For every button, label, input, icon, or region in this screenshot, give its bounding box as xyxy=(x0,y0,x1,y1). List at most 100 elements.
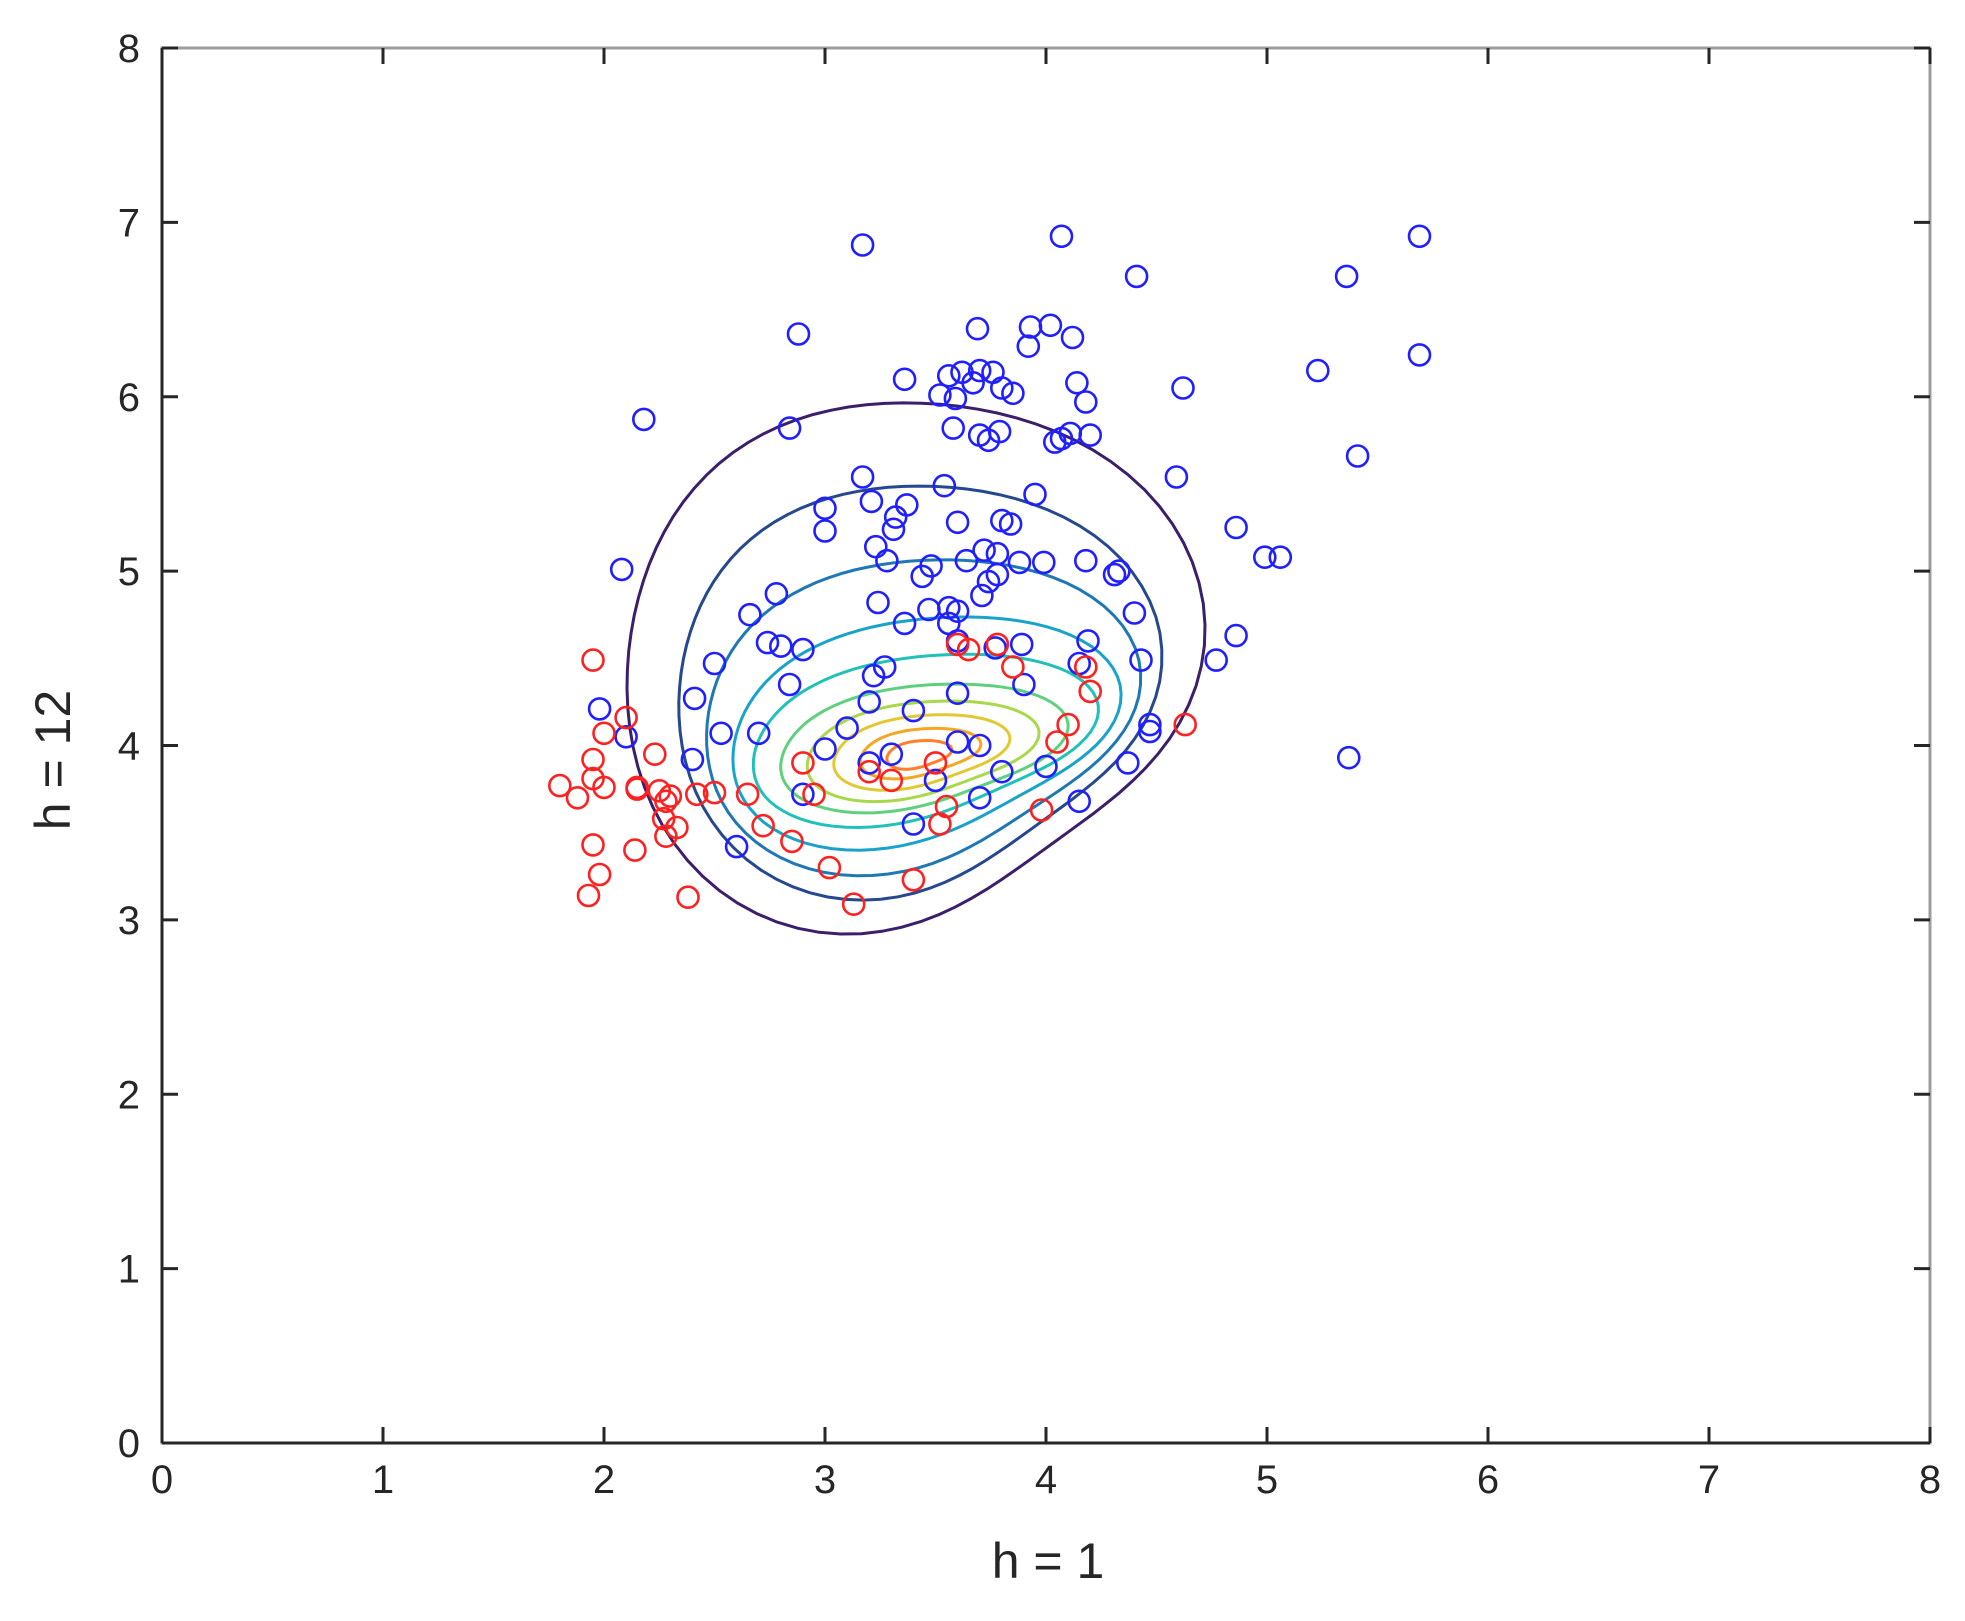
data-point xyxy=(928,383,952,407)
data-point xyxy=(1224,515,1248,540)
data-point xyxy=(881,517,906,542)
y-tick-label: 6 xyxy=(118,376,140,420)
data-point xyxy=(1034,754,1058,779)
data-point xyxy=(970,583,994,608)
x-tick-label: 8 xyxy=(1919,1458,1941,1502)
data-point xyxy=(1032,550,1056,575)
data-point xyxy=(592,775,616,800)
x-tick-label: 7 xyxy=(1698,1458,1720,1502)
y-tick-label: 4 xyxy=(118,725,140,769)
data-point xyxy=(936,363,961,388)
data-point xyxy=(857,690,882,714)
contour-level-5 xyxy=(751,652,1100,830)
data-point xyxy=(967,358,992,383)
data-point xyxy=(676,885,700,910)
data-point xyxy=(791,637,815,662)
data-point xyxy=(1056,712,1080,737)
data-point xyxy=(901,867,926,892)
data-point xyxy=(857,751,882,775)
data-point xyxy=(945,730,970,754)
data-point xyxy=(1060,325,1085,350)
data-point xyxy=(576,883,601,908)
x-tick-label: 1 xyxy=(372,1458,394,1502)
data-point xyxy=(892,611,917,636)
data-point xyxy=(581,648,605,672)
data-point xyxy=(813,737,837,761)
data-point xyxy=(850,233,875,257)
data-point xyxy=(777,416,802,440)
data-point xyxy=(901,812,926,836)
data-point xyxy=(642,742,667,767)
data-point xyxy=(989,759,1014,784)
data-point xyxy=(923,768,948,793)
contour-level-1 xyxy=(625,401,1207,936)
data-point xyxy=(658,784,683,808)
data-point xyxy=(1253,545,1277,570)
data-point xyxy=(1138,712,1162,737)
data-point xyxy=(961,370,985,395)
data-point xyxy=(1268,545,1293,570)
data-point xyxy=(945,681,970,706)
data-point xyxy=(709,721,733,746)
data-point xyxy=(875,548,899,573)
data-point xyxy=(976,569,1001,594)
data-point xyxy=(1065,370,1089,395)
data-point xyxy=(1007,550,1032,575)
data-point xyxy=(1138,719,1162,744)
data-point xyxy=(892,367,917,392)
data-point xyxy=(985,632,1010,657)
data-point xyxy=(724,834,749,859)
data-point xyxy=(625,777,649,801)
x-tick-label: 3 xyxy=(814,1458,836,1502)
data-point xyxy=(791,782,815,807)
data-point xyxy=(1038,313,1063,338)
data-point xyxy=(702,651,727,676)
data-point xyxy=(791,751,815,775)
data-point xyxy=(941,416,966,440)
data-point xyxy=(1122,601,1147,625)
data-point xyxy=(976,428,1001,453)
data-point xyxy=(746,721,771,746)
data-point xyxy=(1067,789,1091,814)
data-point xyxy=(983,636,1008,660)
x-axis-label: h = 1 xyxy=(992,1533,1105,1589)
data-point xyxy=(777,672,802,697)
data-point xyxy=(967,785,992,810)
data-point xyxy=(609,557,634,582)
data-point xyxy=(1049,224,1074,249)
data-point xyxy=(857,759,882,784)
data-point xyxy=(813,496,837,521)
data-point xyxy=(850,465,875,489)
data-point xyxy=(1107,559,1131,583)
data-point xyxy=(1001,381,1025,406)
data-point xyxy=(1124,264,1149,289)
data-point xyxy=(614,724,638,749)
y-tick-label: 8 xyxy=(118,27,140,71)
data-point xyxy=(587,862,612,887)
data-point xyxy=(1306,358,1330,383)
data-point xyxy=(917,597,941,622)
y-tick-label: 1 xyxy=(118,1248,140,1292)
data-point xyxy=(1116,751,1140,775)
data-point xyxy=(1045,730,1069,754)
data-point xyxy=(654,824,678,849)
data-point xyxy=(998,512,1023,536)
y-tick-label: 5 xyxy=(118,550,140,594)
y-tick-label: 2 xyxy=(118,1073,140,1117)
data-point xyxy=(647,778,672,803)
contour-level-2 xyxy=(677,484,1164,902)
data-point xyxy=(923,751,948,775)
data-point xyxy=(651,806,676,831)
data-point xyxy=(879,742,904,767)
data-point xyxy=(631,407,656,432)
series-2 xyxy=(547,632,1197,917)
data-point xyxy=(1074,548,1098,573)
data-point xyxy=(581,747,605,772)
data-point xyxy=(1016,334,1041,359)
data-point xyxy=(684,782,709,807)
data-point xyxy=(945,599,970,624)
data-point xyxy=(1337,745,1361,770)
data-point xyxy=(989,376,1014,400)
data-point xyxy=(680,747,705,772)
data-point xyxy=(1204,648,1228,672)
